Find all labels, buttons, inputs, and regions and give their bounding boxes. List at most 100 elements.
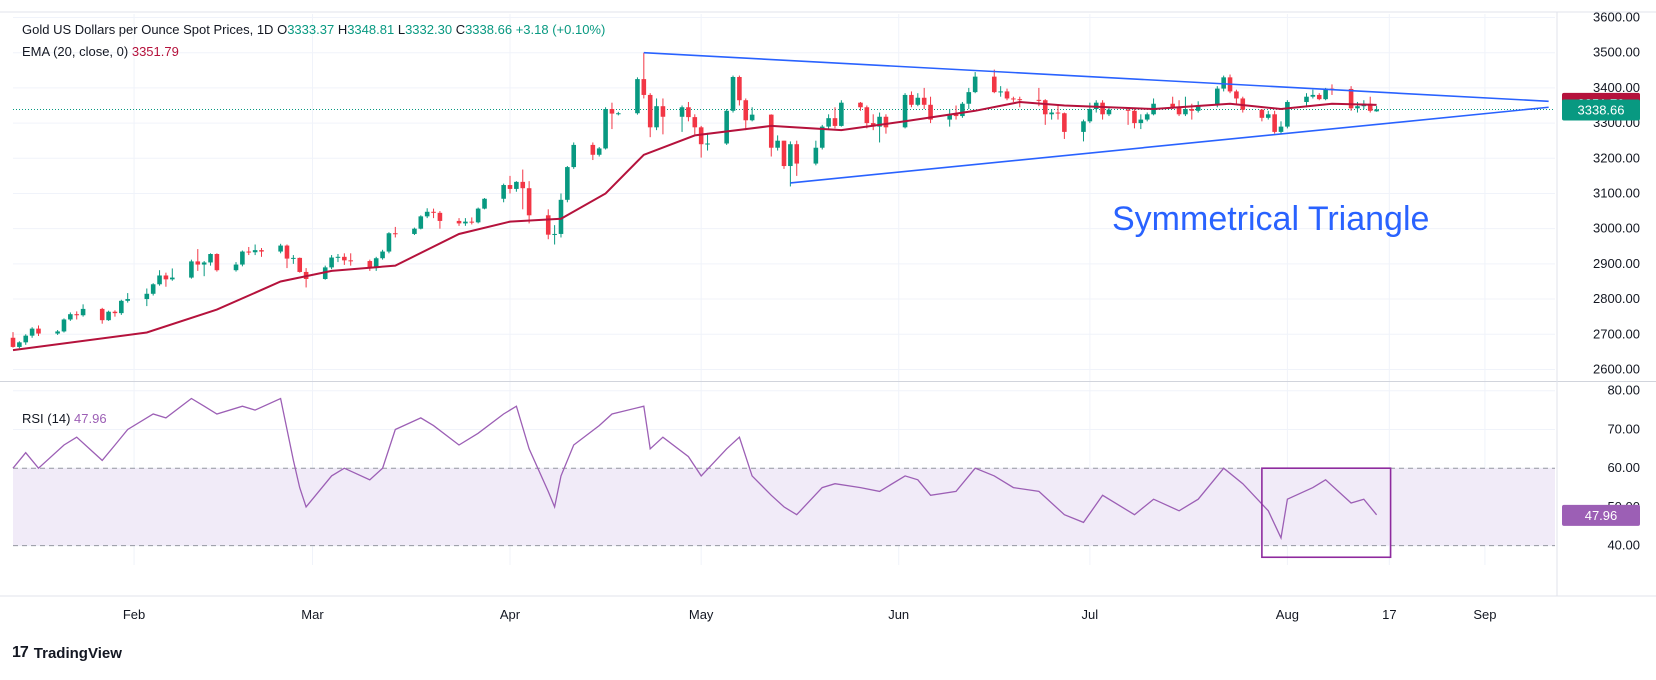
- candle-body: [1304, 96, 1309, 102]
- tradingview-brand[interactable]: 17 TradingView: [12, 644, 122, 662]
- candle-body: [1285, 101, 1290, 127]
- candle-body: [1265, 114, 1271, 118]
- candle-body: [233, 264, 239, 271]
- rsi-box[interactable]: [1261, 467, 1392, 559]
- rsi-line: [12, 397, 1378, 541]
- candle-body: [775, 140, 780, 148]
- candle-body: [125, 299, 130, 301]
- price-tick-label: 2800.00: [1593, 291, 1640, 306]
- rsi-legend[interactable]: RSI (14) 47.96: [22, 411, 107, 426]
- candle-body: [813, 147, 819, 164]
- candle-body: [724, 110, 729, 144]
- candle-body: [1017, 99, 1023, 101]
- ema-20-line: [12, 100, 1377, 352]
- candle-body: [482, 198, 487, 209]
- candle-body: [647, 94, 653, 128]
- candle-body: [520, 181, 526, 189]
- candle-body: [1087, 109, 1093, 122]
- candle-body: [469, 221, 475, 223]
- candle-body: [278, 245, 283, 252]
- candle-body: [552, 233, 557, 235]
- candle-body: [902, 94, 908, 128]
- candle-body: [1049, 112, 1054, 115]
- candle-body: [1259, 109, 1265, 118]
- candle-body: [144, 293, 150, 300]
- candle-body: [424, 211, 430, 217]
- change-value: +3.18 (+0.10%): [515, 22, 606, 37]
- candle-body: [603, 109, 608, 149]
- low-value: 3332.30: [405, 22, 453, 37]
- price-tick-label: 2900.00: [1593, 256, 1640, 271]
- triangle-trendlines[interactable]: [643, 51, 1549, 184]
- high-label: H: [337, 22, 348, 37]
- ema-legend[interactable]: EMA (20, close, 0) 3351.79: [22, 44, 179, 59]
- candle-body: [571, 144, 577, 168]
- candle-body: [972, 76, 978, 93]
- candle-body: [1195, 105, 1201, 111]
- price-axis[interactable]: 2600.00 2700.00 2800.00 2900.00 3000.00 3100.…: [1593, 10, 1640, 553]
- candle-body: [208, 254, 213, 263]
- symbol-title[interactable]: Gold US Dollars per Ounce Spot Prices, 1…: [22, 22, 274, 37]
- candle-body: [883, 116, 889, 128]
- time-axis[interactable]: Feb Mar Apr May Jun Jul Aug 17 Sep: [123, 607, 1497, 622]
- candle-body: [526, 188, 532, 216]
- candle-body: [1234, 91, 1239, 99]
- price-tick-label: 2700.00: [1593, 326, 1640, 341]
- candle-body: [858, 102, 863, 108]
- candle-body: [373, 258, 379, 269]
- candle-body: [55, 331, 60, 334]
- price-tick-label: 3100.00: [1593, 185, 1640, 200]
- lower-trendline[interactable]: [790, 106, 1549, 184]
- candle-body: [1221, 77, 1226, 89]
- candle-body: [1144, 114, 1150, 120]
- price-legend: Gold US Dollars per Ounce Spot Prices, 1…: [22, 22, 605, 37]
- candle-body: [1055, 112, 1061, 114]
- upper-trendline[interactable]: [643, 51, 1549, 103]
- candlesticks: [10, 52, 1379, 349]
- rsi-highlight-box[interactable]: [1261, 467, 1392, 559]
- candle-body: [1189, 109, 1195, 111]
- rsi-badge: [1562, 504, 1640, 526]
- candle-body: [348, 260, 354, 262]
- candle-body: [947, 114, 952, 120]
- candle-body: [1176, 107, 1182, 115]
- time-tick-label: Sep: [1473, 607, 1496, 622]
- candle-body: [463, 221, 468, 224]
- candle-body: [966, 92, 972, 104]
- candle-body: [705, 143, 710, 145]
- candle-body: [412, 228, 417, 234]
- tradingview-logo-icon: 17: [12, 644, 29, 661]
- time-tick-label: Jul: [1082, 607, 1099, 622]
- last-price-badge-label: 3338.66: [1578, 102, 1625, 117]
- time-tick-label: Feb: [123, 607, 145, 622]
- candle-body: [386, 233, 392, 252]
- price-tick-label: 3600.00: [1593, 10, 1640, 25]
- high-value: 3348.81: [347, 22, 395, 37]
- candle-body: [106, 311, 111, 321]
- candle-body: [150, 284, 156, 294]
- candle-body: [679, 107, 685, 117]
- candle-body: [335, 256, 341, 258]
- candle-body: [953, 114, 959, 117]
- candle-body: [1316, 94, 1322, 100]
- time-tick-label: Mar: [301, 607, 324, 622]
- candle-body: [259, 250, 264, 252]
- candle-body: [36, 328, 41, 334]
- rsi-tick-label: 70.00: [1607, 421, 1640, 436]
- candle-body: [635, 79, 640, 114]
- candle-body: [737, 76, 742, 101]
- candle-body: [1367, 103, 1373, 111]
- close-value: 3338.66: [465, 22, 513, 37]
- candle-body: [660, 106, 666, 117]
- candle-body: [1011, 98, 1016, 100]
- candle-body: [10, 337, 16, 347]
- candle-body: [68, 314, 73, 320]
- candle-body: [380, 251, 385, 259]
- candle-body: [960, 103, 965, 117]
- candle-body: [437, 212, 443, 221]
- candle-body: [514, 181, 519, 189]
- candle-body: [214, 254, 220, 271]
- candle-body: [565, 167, 570, 200]
